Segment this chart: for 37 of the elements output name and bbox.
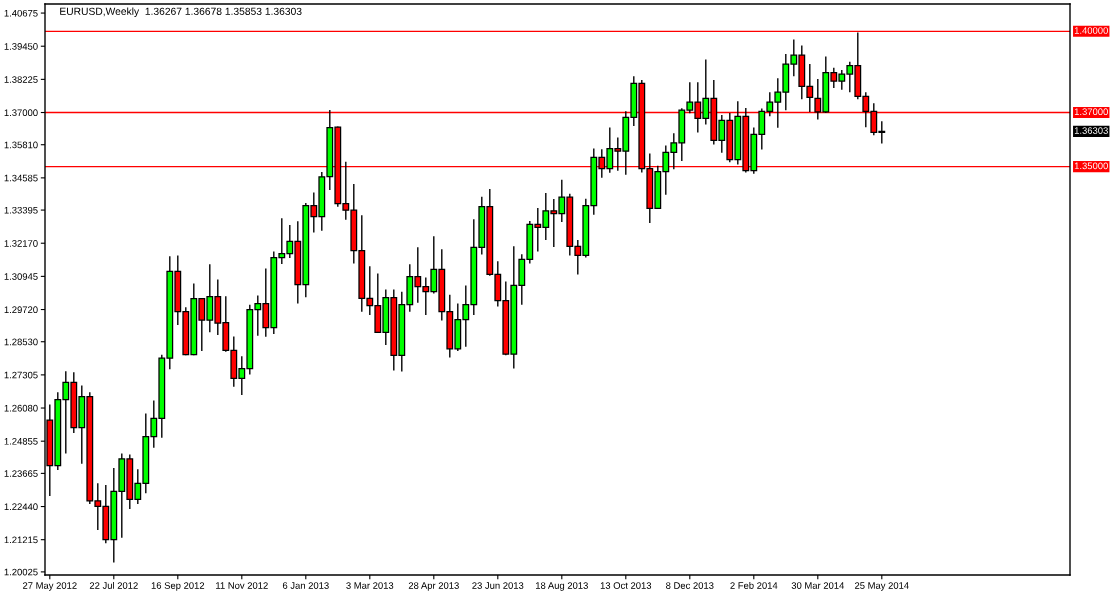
x-tick-label: 13 Oct 2013 [600, 582, 652, 589]
text: 1.36303 [1074, 127, 1108, 134]
chart-title: EURUSD,Weekly 1.36267 1.36678 1.35853 1.36303 [60, 7, 302, 18]
y-tick-label: 1.37000 [4, 109, 38, 117]
y-tick-label: 1.20025 [4, 568, 38, 576]
y-tick-label: 1.34585 [4, 174, 38, 182]
y-tick-label: 1.39450 [4, 43, 38, 50]
y-tick-label: 1.38225 [4, 76, 38, 83]
y-tick-label: 1.23665 [4, 470, 38, 477]
x-tick-label: 11 Nov 2012 [216, 582, 268, 589]
ref-line-label: 1.35000 [1074, 162, 1108, 170]
y-tick-label: 1.26080 [4, 404, 38, 412]
ref-line-label: 1.37000 [1074, 108, 1108, 116]
y-tick-label: 1.29720 [4, 306, 38, 314]
y-tick-label: 1.33395 [4, 206, 38, 214]
x-tick-label: 28 Apr 2013 [408, 582, 459, 591]
y-tick-label: 1.28530 [4, 338, 38, 346]
x-tick-label: 30 Mar 2014 [791, 582, 845, 589]
x-tick-label: 25 May 2014 [854, 582, 909, 591]
x-tick-label: 8 Dec 2013 [666, 582, 714, 589]
y-tick-label: 1.30945 [4, 273, 38, 280]
x-tick-label: 2 Feb 2014 [730, 581, 778, 589]
y-tick-label: 1.22440 [4, 503, 38, 511]
y-tick-label: 1.35810 [4, 141, 38, 149]
y-tick-label: 1.21215 [4, 536, 38, 544]
y-tick-label: 1.40675 [4, 9, 38, 17]
ref-line-label: 1.40000 [1074, 27, 1108, 34]
y-tick-label: 1.32170 [4, 240, 38, 247]
x-tick-label: 3 Mar 2013 [346, 582, 394, 589]
x-tick-label: 27 May 2012 [22, 582, 77, 591]
x-tick-label: 6 Jan 2013 [282, 582, 329, 589]
y-tick-label: 1.24855 [4, 438, 38, 445]
x-tick-label: 22 Jul 2012 [89, 581, 138, 589]
x-tick-label: 23 Jun 2013 [472, 582, 524, 589]
x-tick-label: 18 Aug 2013 [536, 582, 588, 591]
y-tick-label: 1.27305 [4, 371, 38, 379]
x-tick-label: 16 Sep 2012 [151, 582, 205, 591]
